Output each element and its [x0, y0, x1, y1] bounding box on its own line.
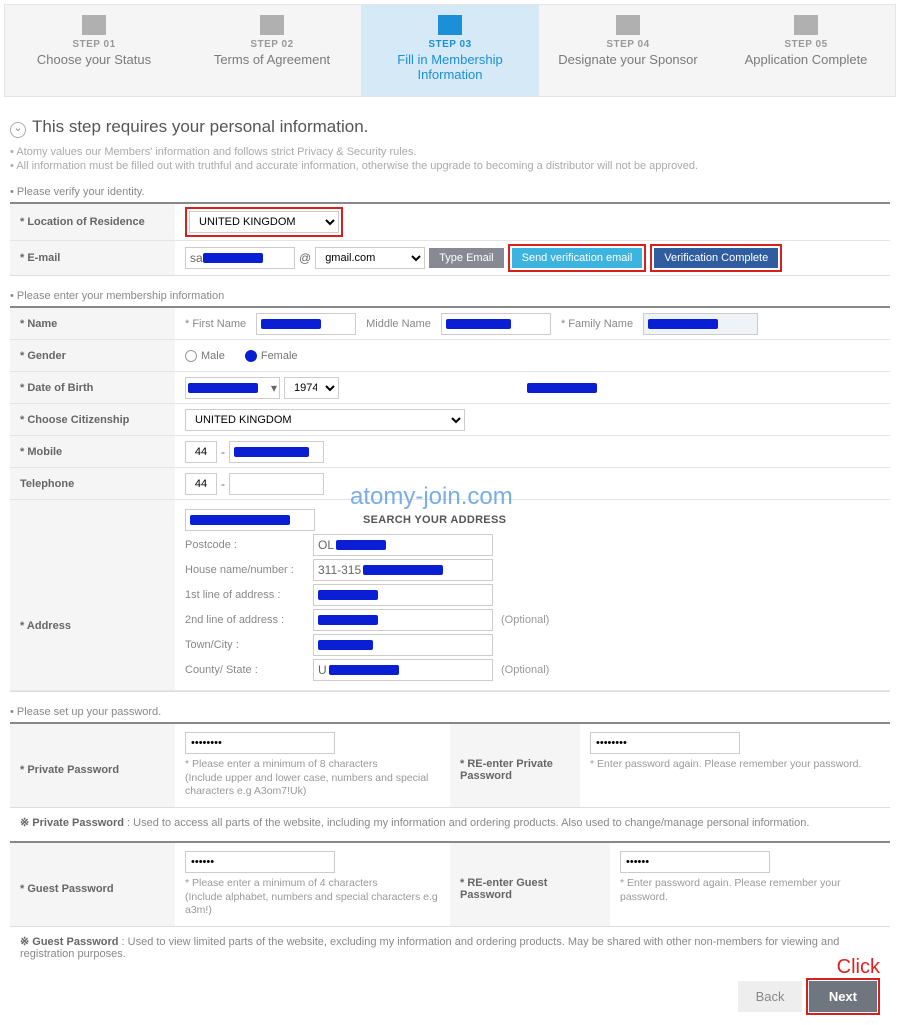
- location-highlight: UNITED KINGDOM: [185, 207, 343, 237]
- click-annotation: Click: [837, 956, 880, 979]
- tel-cc-input[interactable]: [185, 473, 217, 495]
- step[interactable]: STEP 02 Terms of Agreement: [183, 5, 361, 96]
- page-title: This step requires your personal informa…: [10, 117, 890, 138]
- private-pwd-re-label: * RE-enter Private Password: [450, 724, 580, 807]
- gender-label: * Gender: [10, 340, 175, 371]
- password-heading: Please set up your password.: [10, 706, 890, 718]
- guest-pwd-re-label: * RE-enter Guest Password: [450, 843, 610, 926]
- guest-pwd-re-hint: * Enter password again. Please remember …: [620, 877, 880, 904]
- guest-pwd-note: ※ Guest Password : Used to view limited …: [20, 935, 880, 960]
- name-label: * Name: [10, 308, 175, 339]
- email-domain-select[interactable]: gmail.com: [315, 247, 425, 269]
- dob-label: * Date of Birth: [10, 372, 175, 403]
- guest-pwd-hint: * Please enter a minimum of 4 characters…: [185, 877, 440, 918]
- step-icon: [616, 15, 640, 35]
- step-num: STEP 01: [10, 39, 178, 50]
- private-pwd-note: ※ Private Password : Used to access all …: [20, 816, 880, 829]
- step-label: Fill in Membership Information: [366, 52, 534, 82]
- email-prefix[interactable]: sa: [190, 251, 203, 265]
- search-address-label: SEARCH YOUR ADDRESS: [363, 514, 506, 526]
- step-num: STEP 04: [544, 39, 712, 50]
- email-label: * E-mail: [10, 241, 175, 275]
- private-pwd-label: * Private Password: [10, 724, 175, 807]
- identity-table: * Location of Residence UNITED KINGDOM *…: [10, 202, 890, 276]
- action-bar: Click Back Next: [20, 978, 880, 1015]
- gender-female-radio[interactable]: Female: [245, 350, 298, 362]
- location-label: * Location of Residence: [10, 204, 175, 240]
- citizenship-select[interactable]: UNITED KINGDOM: [185, 409, 465, 431]
- address-label: * Address: [10, 500, 175, 690]
- private-pwd-hint: * Please enter a minimum of 8 characters…: [185, 758, 440, 799]
- note: Atomy values our Members' information an…: [10, 146, 890, 158]
- identity-heading: Please verify your identity.: [10, 186, 890, 198]
- at-sign: @: [299, 251, 311, 265]
- step-icon: [260, 15, 284, 35]
- membership-table: * Name * First Name Middle Name * Family…: [10, 306, 890, 692]
- step[interactable]: STEP 01 Choose your Status: [5, 5, 183, 96]
- back-button[interactable]: Back: [738, 981, 803, 1012]
- step-icon: [82, 15, 106, 35]
- progress-steps: STEP 01 Choose your Status STEP 02 Terms of…: [4, 4, 896, 97]
- step-num: STEP 03: [366, 39, 534, 50]
- step-label: Designate your Sponsor: [544, 52, 712, 67]
- note: All information must be filled out with …: [10, 160, 890, 172]
- next-highlight: Next: [806, 978, 880, 1015]
- send-verification-button[interactable]: Send verification email: [512, 248, 643, 268]
- mobile-label: * Mobile: [10, 436, 175, 467]
- step-icon: [438, 15, 462, 35]
- membership-heading: Please enter your membership information: [10, 290, 890, 302]
- step[interactable]: STEP 04 Designate your Sponsor: [539, 5, 717, 96]
- send-verify-highlight: Send verification email: [508, 244, 647, 272]
- step[interactable]: STEP 03 Fill in Membership Information: [361, 5, 539, 96]
- verify-complete-highlight: Verification Complete: [650, 244, 782, 272]
- guest-pwd-input[interactable]: [185, 851, 335, 873]
- guest-password-table: * Guest Password * Please enter a minimu…: [10, 841, 890, 927]
- mobile-cc-input[interactable]: [185, 441, 217, 463]
- step[interactable]: STEP 05 Application Complete: [717, 5, 895, 96]
- step-label: Terms of Agreement: [188, 52, 356, 67]
- next-button[interactable]: Next: [809, 981, 877, 1012]
- verification-complete-button[interactable]: Verification Complete: [654, 248, 778, 268]
- private-pwd-re-hint: * Enter password again. Please remember …: [590, 758, 880, 772]
- step-label: Choose your Status: [10, 52, 178, 67]
- step-num: STEP 02: [188, 39, 356, 50]
- step-num: STEP 05: [722, 39, 890, 50]
- step-label: Application Complete: [722, 52, 890, 67]
- private-pwd-re-input[interactable]: [590, 732, 740, 754]
- type-email-button[interactable]: Type Email: [429, 248, 503, 268]
- tel-label: Telephone: [10, 468, 175, 499]
- step-icon: [794, 15, 818, 35]
- private-pwd-input[interactable]: [185, 732, 335, 754]
- citizen-label: * Choose Citizenship: [10, 404, 175, 435]
- guest-pwd-re-input[interactable]: [620, 851, 770, 873]
- guest-pwd-label: * Guest Password: [10, 843, 175, 926]
- location-select[interactable]: UNITED KINGDOM: [189, 211, 339, 233]
- dob-year-select[interactable]: 1974: [284, 377, 339, 399]
- tel-input[interactable]: [229, 473, 324, 495]
- private-password-table: * Private Password * Please enter a mini…: [10, 722, 890, 808]
- gender-male-radio[interactable]: Male: [185, 350, 225, 362]
